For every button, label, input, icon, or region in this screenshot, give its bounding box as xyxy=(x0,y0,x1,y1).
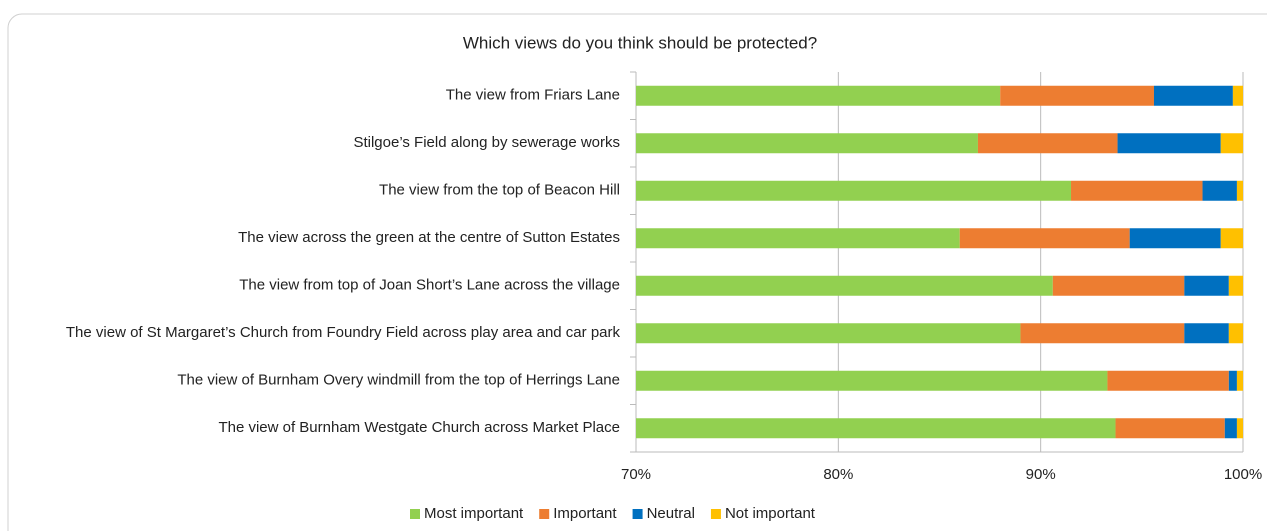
legend-label: Not important xyxy=(725,505,816,522)
bar-segment xyxy=(636,323,1021,344)
bar-segment xyxy=(636,418,1116,439)
bar-segment xyxy=(636,180,1072,201)
y-tick-label: The view of St Margaret’s Church from Fo… xyxy=(66,324,621,341)
y-tick-label: The view of Burnham Overy windmill from … xyxy=(177,372,620,389)
y-tick-label: Stilgoe’s Field along by sewerage works xyxy=(353,134,620,151)
bar-segment xyxy=(1236,418,1243,439)
bar-segment xyxy=(1202,180,1237,201)
bar-segment xyxy=(1000,85,1154,106)
legend-swatch xyxy=(539,509,550,519)
bar-segment xyxy=(1220,133,1243,154)
legend-label: Most important xyxy=(424,505,524,522)
x-tick-label: 90% xyxy=(1026,466,1056,483)
bar-segment xyxy=(1117,133,1221,154)
y-tick-label: The view from Friars Lane xyxy=(446,87,620,104)
bar-segment xyxy=(1184,275,1229,296)
bar-segment xyxy=(1020,323,1185,344)
bar-segment xyxy=(1071,180,1203,201)
bar-segment xyxy=(636,228,960,249)
bar-segment xyxy=(977,133,1118,154)
bar-segment xyxy=(1107,370,1229,391)
legend-swatch xyxy=(410,509,420,519)
y-tick-label: The view from the top of Beacon Hill xyxy=(379,182,620,199)
bar-segment xyxy=(1224,418,1237,439)
bar-segment xyxy=(1052,275,1185,296)
bar-segment xyxy=(1236,370,1243,391)
legend-label: Neutral xyxy=(647,505,695,522)
x-tick-label: 70% xyxy=(621,466,651,483)
y-tick-label: The view from top of Joan Short’s Lane a… xyxy=(239,277,620,294)
legend-label: Important xyxy=(553,505,617,522)
bar-segment xyxy=(1153,85,1233,106)
bar-segment xyxy=(1236,180,1243,201)
y-tick-label: The view of Burnham Westgate Church acro… xyxy=(218,419,620,436)
x-tick-label: 80% xyxy=(823,466,853,483)
chart-title: Which views do you think should be prote… xyxy=(463,33,817,52)
bar-segment xyxy=(1184,323,1229,344)
bar-segment xyxy=(1115,418,1225,439)
bar-segment xyxy=(1228,370,1237,391)
legend-swatch xyxy=(632,509,643,519)
bar-segment xyxy=(1232,85,1243,106)
legend-swatch xyxy=(710,509,721,519)
bar-segment xyxy=(1228,323,1243,344)
bar-segment xyxy=(636,370,1108,391)
bar-segment xyxy=(1129,228,1221,249)
bar-segment xyxy=(636,133,978,154)
bar-segment xyxy=(636,85,1001,106)
bar-segment xyxy=(1228,275,1243,296)
bar-segment xyxy=(1220,228,1243,249)
bar-segment xyxy=(959,228,1130,249)
x-tick-label: 100% xyxy=(1224,466,1262,483)
y-tick-label: The view across the green at the centre … xyxy=(238,229,620,246)
bar-segment xyxy=(636,275,1053,296)
